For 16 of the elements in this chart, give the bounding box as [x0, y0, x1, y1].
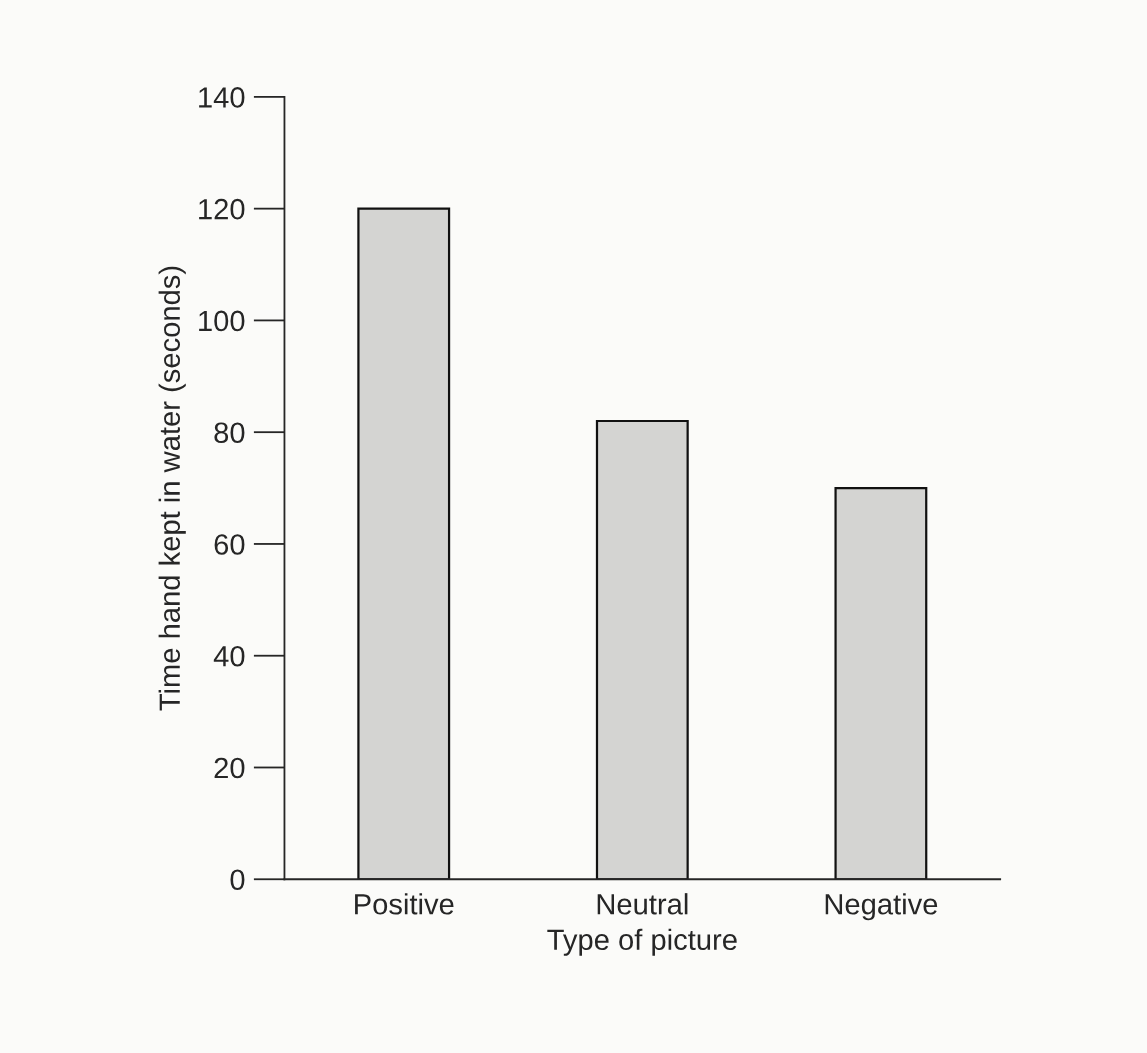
- x-tick-label: Negative: [825, 893, 938, 921]
- y-tick-label: 120: [199, 198, 245, 220]
- bar: [357, 207, 451, 880]
- x-tick-label: Positive: [355, 893, 454, 915]
- y-tick-label: 40: [213, 645, 245, 667]
- bar: [834, 486, 928, 880]
- y-tick-label: 80: [214, 422, 245, 444]
- y-tick-label: 60: [214, 534, 245, 555]
- y-axis-title: Time hand kept in water (seconds): [158, 266, 186, 711]
- bar: [595, 419, 689, 880]
- y-tick-label: 140: [199, 87, 245, 108]
- x-tick-label: Neutral: [597, 893, 688, 915]
- y-tick-label: 0: [230, 869, 245, 891]
- x-axis-title: Type of picture: [547, 928, 737, 956]
- y-tick-label: 100: [199, 310, 245, 332]
- y-tick-label: 20: [214, 757, 245, 779]
